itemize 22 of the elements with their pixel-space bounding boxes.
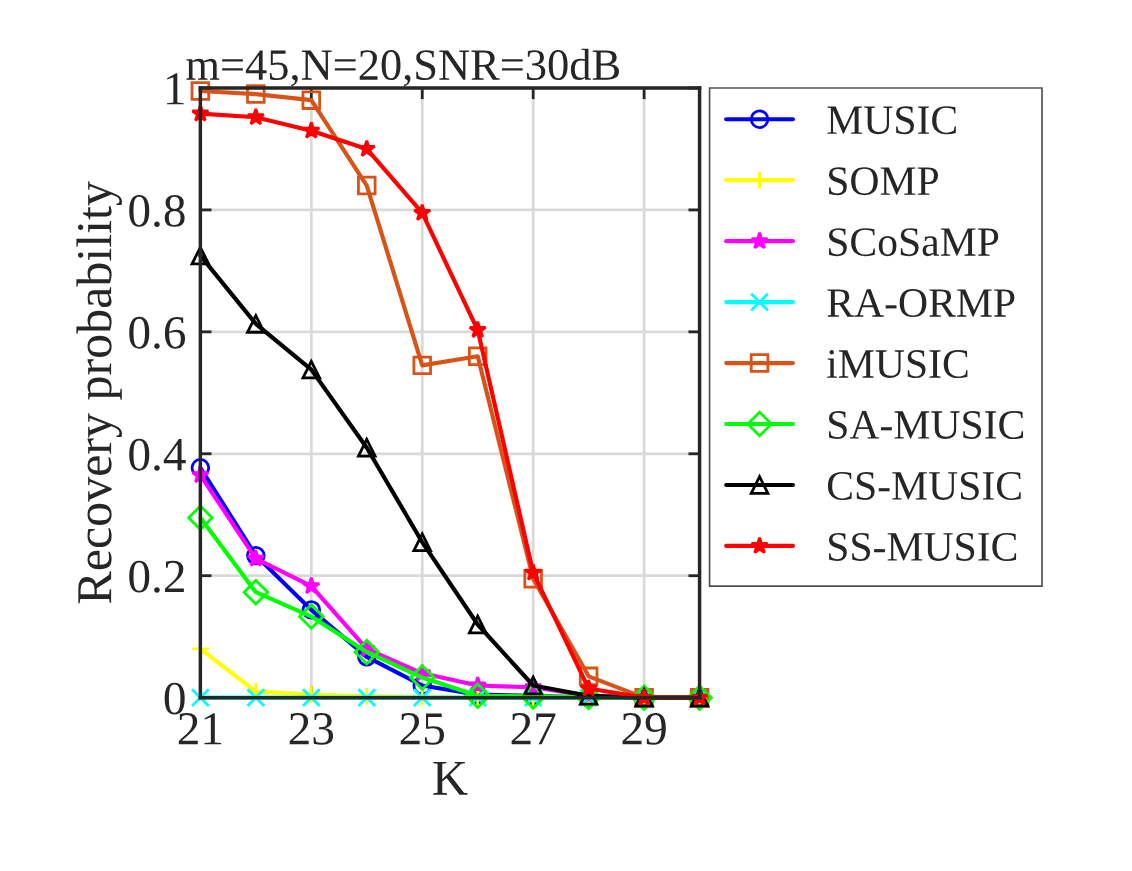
y-tick-label: 0.6: [129, 316, 186, 349]
legend-label: iMUSIC: [827, 350, 968, 379]
y-tick-label: 0.8: [129, 194, 185, 227]
chart-title: m=45,N=20,SNR=30dB: [186, 48, 619, 87]
y-tick-label: 0.2: [129, 560, 184, 593]
legend-label: RA-ORMP: [827, 289, 1015, 318]
legend-label: SCoSaMP: [829, 228, 999, 257]
legend-label: SS-MUSIC: [829, 532, 1017, 561]
x-tick-label: 21: [178, 713, 222, 745]
legend-label: MUSIC: [827, 106, 956, 135]
x-tick-label: 23: [289, 713, 334, 745]
y-tick-label: 0.4: [129, 438, 186, 471]
x-tick-label: 29: [622, 713, 666, 745]
legend-label: SOMP: [829, 167, 939, 196]
legend-label: SA-MUSIC: [829, 411, 1024, 439]
x-axis-title: K: [433, 761, 468, 795]
x-tick-label: 27: [511, 713, 556, 745]
y-tick-label: 0: [164, 682, 185, 715]
y-axis-title: Recovery probability: [76, 181, 122, 604]
legend-label: CS-MUSIC: [827, 471, 1021, 500]
x-tick-label: 25: [400, 713, 444, 745]
y-tick-label: 1: [167, 73, 184, 105]
